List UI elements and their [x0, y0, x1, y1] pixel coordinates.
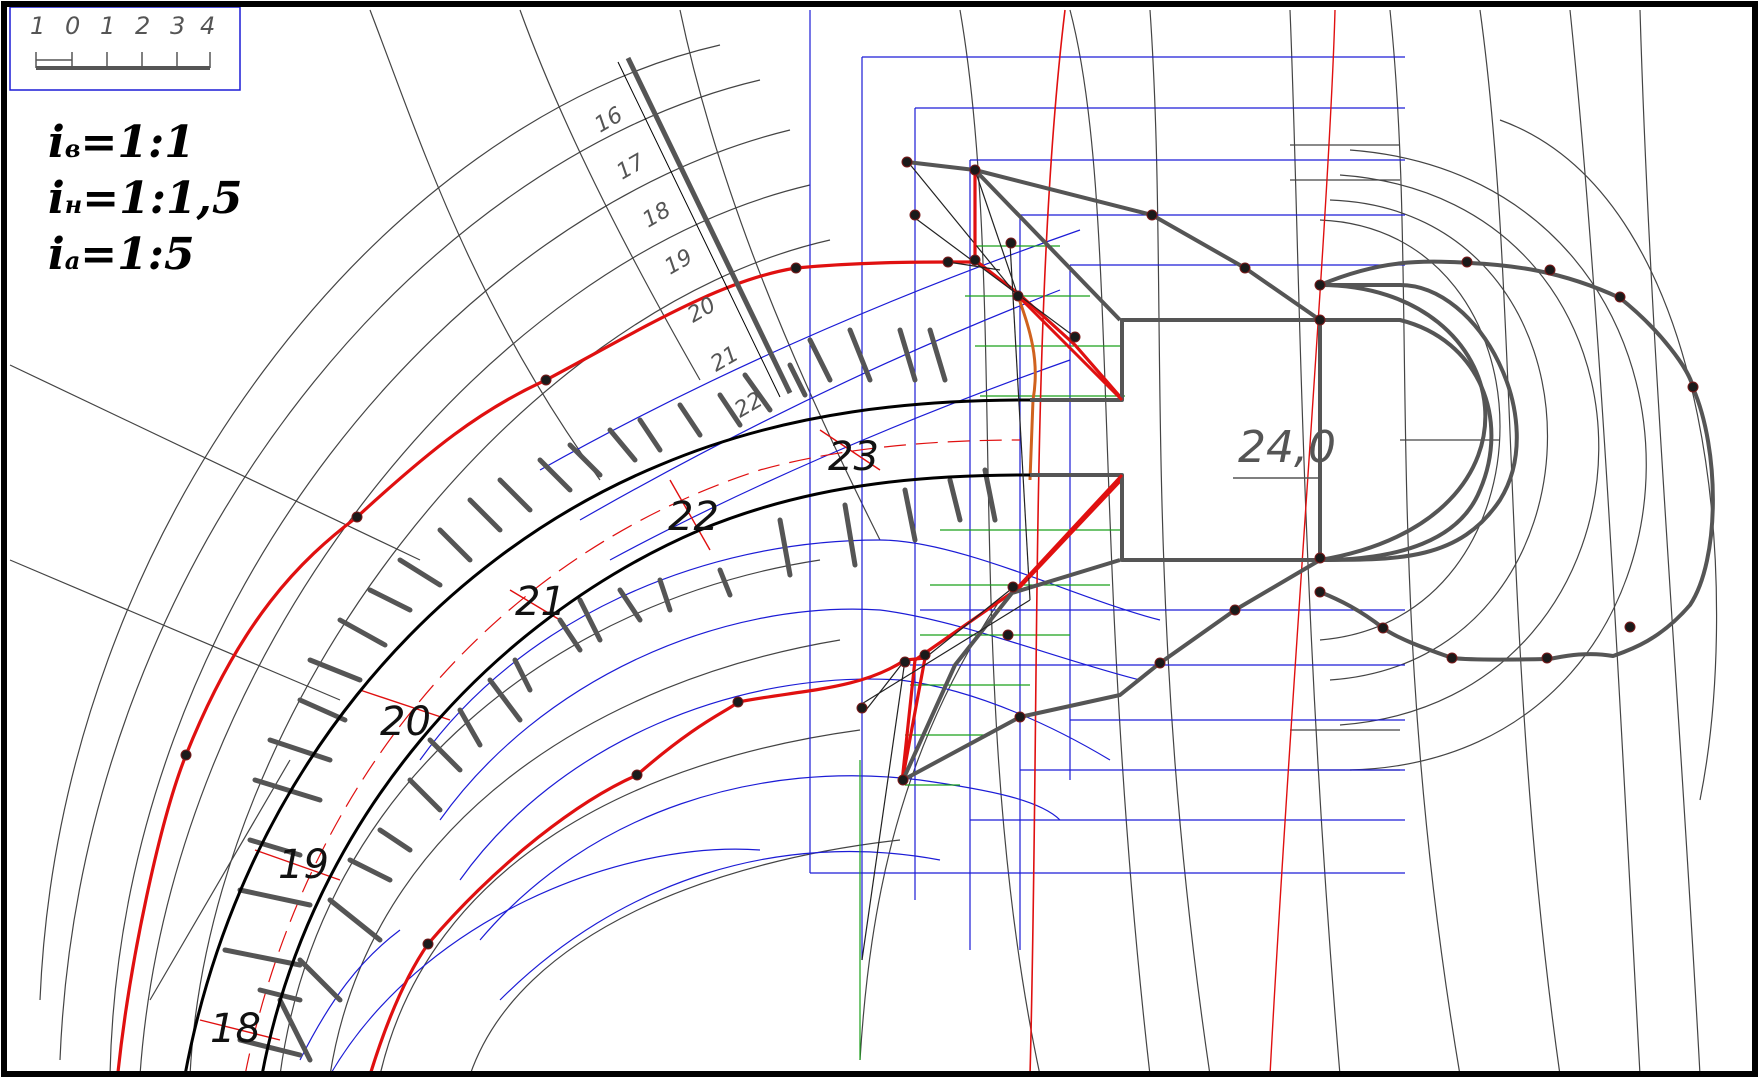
station-label-21: 21: [515, 579, 566, 625]
station-label-18: 18: [210, 1006, 261, 1052]
station-label-20: 20: [380, 699, 431, 745]
blue-lines: [299, 10, 1405, 1076]
station-label-19: 19: [278, 842, 329, 888]
scale-tick-3: 3: [170, 12, 185, 40]
station-label-23: 23: [828, 434, 879, 480]
slope-road: iа=1:5: [48, 229, 195, 280]
svg-text:24,0: 24,0: [1238, 422, 1336, 473]
station-label-22: 22: [668, 494, 719, 540]
platform-elevation: 24,0: [1233, 422, 1336, 479]
scale-tick-4: 4: [200, 12, 215, 40]
slope-legend: iв=1:1 iн=1:1,5 iа=1:5: [48, 117, 243, 280]
contour-lines: [9, 9, 1718, 1076]
slope-embankment: iв=1:1: [48, 117, 195, 168]
scale-tick-2: 2: [135, 12, 150, 40]
green-lines: [859, 245, 1125, 1060]
slope-fill: iн=1:1,5: [48, 173, 243, 224]
scale-bar: 1 0 1 2 3 4: [9, 6, 241, 91]
orange-curve: [1016, 295, 1037, 481]
red-diagonals: [973, 170, 1124, 589]
scale-tick-1b: 1: [100, 12, 115, 40]
construction-lines: [859, 161, 1076, 961]
scale-tick-0: 0: [65, 12, 80, 40]
scale-tick-1: 1: [30, 12, 45, 40]
road-edges: [183, 398, 1031, 1076]
survey-points: [180, 156, 1699, 950]
station-labels: 18 19 20 21 22 23: [210, 434, 879, 1052]
slope-hatches: [222, 327, 998, 1063]
elevation-rule: [617, 56, 793, 398]
